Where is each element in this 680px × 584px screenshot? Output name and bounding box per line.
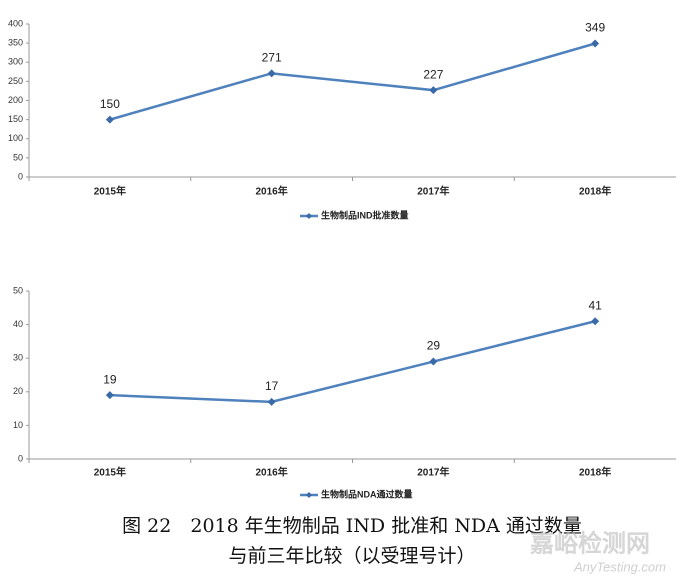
line (109, 42, 596, 121)
marker (429, 86, 438, 95)
data-label: 349 (585, 21, 605, 35)
watermark: 嘉峪检测网 (530, 529, 650, 557)
marker (105, 115, 114, 124)
x-tick-label: 2017年 (417, 466, 449, 479)
marker (267, 69, 276, 78)
x-tick-label: 2015年 (94, 466, 126, 479)
y-tick-label: 10 (13, 420, 23, 430)
y-tick-label: 200 (8, 95, 23, 105)
y-tick-label: 350 (8, 38, 23, 48)
marker (591, 39, 600, 48)
x-tick-label: 2018年 (579, 185, 611, 198)
y-tick-label: 50 (13, 285, 23, 295)
legend-label: 生物制品NDA通过数量 (321, 488, 413, 499)
caption: 图 22 2018 年生物制品 IND 批准和 NDA 通过数量 (122, 515, 582, 537)
y-tick-label: 20 (13, 386, 23, 396)
legend-marker (306, 492, 312, 498)
marker (105, 391, 114, 400)
data-label: 227 (423, 67, 443, 81)
marker (267, 397, 276, 406)
y-tick-label: 0 (18, 453, 23, 463)
y-tick-label: 0 (18, 171, 23, 181)
legend-label: 生物制品IND批准数量 (321, 209, 409, 220)
x-tick-label: 2016年 (256, 466, 288, 479)
y-tick-label: 150 (8, 114, 23, 124)
y-tick-label: 30 (13, 353, 23, 363)
watermark-url: AnyTesting.com (573, 559, 666, 574)
y-tick-label: 40 (13, 319, 23, 329)
y-tick-label: 400 (8, 18, 23, 28)
y-tick-label: 250 (8, 76, 23, 86)
line (109, 320, 596, 404)
caption: 与前三年比较（以受理号计） (228, 545, 475, 567)
legend-marker (306, 213, 312, 219)
x-tick-label: 2016年 (256, 185, 288, 198)
data-label: 29 (427, 339, 441, 353)
marker (591, 317, 600, 326)
data-label: 17 (265, 379, 279, 393)
data-label: 271 (262, 51, 282, 65)
data-label: 150 (100, 97, 120, 111)
y-tick-label: 300 (8, 57, 23, 67)
x-tick-label: 2018年 (579, 466, 611, 479)
data-label: 19 (103, 372, 117, 386)
data-label: 41 (588, 298, 602, 312)
x-tick-label: 2017年 (417, 185, 449, 198)
marker (429, 357, 438, 366)
x-tick-label: 2015年 (94, 185, 126, 198)
y-tick-label: 50 (13, 152, 23, 162)
y-tick-label: 100 (8, 133, 23, 143)
